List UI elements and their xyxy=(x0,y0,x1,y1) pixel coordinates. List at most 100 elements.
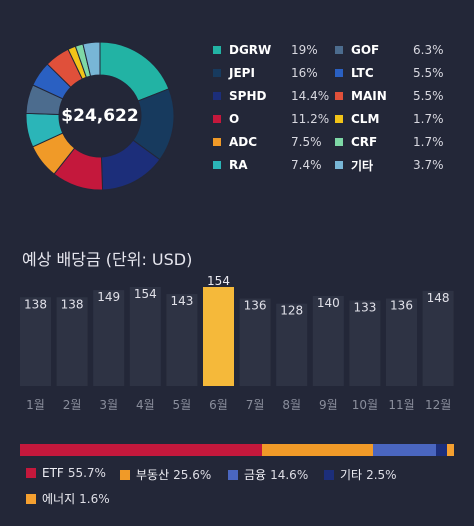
legend-item: CLM 1.7% xyxy=(335,111,444,127)
allocation-segment xyxy=(447,444,454,456)
allocation-name: 금융 xyxy=(244,468,267,482)
legend-percent: 14.4% xyxy=(291,89,330,103)
month-tick-label: 10월 xyxy=(352,398,378,412)
legend-percent: 5.5% xyxy=(413,66,444,80)
dividend-bar[interactable] xyxy=(93,290,125,386)
legend-item: LTC 5.5% xyxy=(335,65,444,81)
legend-ticker: LTC xyxy=(351,66,374,80)
allocation-percent: 25.6% xyxy=(173,467,212,482)
allocation-percent: 55.7% xyxy=(67,466,106,480)
allocation-swatch xyxy=(228,469,238,480)
legend-item: SPHD 14.4% xyxy=(213,88,329,104)
legend-swatch xyxy=(213,161,221,169)
legend-swatch xyxy=(335,138,343,146)
legend-swatch xyxy=(213,92,221,100)
legend-ticker: GOF xyxy=(351,43,380,57)
allocation-swatch xyxy=(26,493,36,504)
dividend-value-label: 154 xyxy=(134,287,157,301)
donut-svg xyxy=(25,41,175,191)
dividend-bar[interactable] xyxy=(386,298,417,386)
legend-percent: 1.7% xyxy=(413,135,444,149)
legend-item: 기타 3.7% xyxy=(335,157,444,173)
allocation-swatch xyxy=(120,469,130,480)
month-tick-label: 8월 xyxy=(282,398,301,412)
month-tick-label: 6월 xyxy=(209,398,228,412)
dividend-bar[interactable] xyxy=(166,294,198,386)
allocation-segment xyxy=(372,444,437,456)
legend-percent: 7.5% xyxy=(291,135,322,149)
legend-swatch xyxy=(335,46,343,54)
dividend-value-label: 154 xyxy=(207,274,230,288)
month-tick-label: 3월 xyxy=(99,398,118,412)
dividend-bar[interactable] xyxy=(203,287,234,386)
dividend-value-label: 148 xyxy=(427,291,450,305)
dividend-bar[interactable] xyxy=(129,287,161,386)
allocation-name: 에너지 xyxy=(42,492,76,506)
dividend-value-label: 143 xyxy=(170,294,193,308)
legend-percent: 6.3% xyxy=(413,43,444,57)
month-tick-label: 9월 xyxy=(319,398,338,412)
legend-percent: 11.2% xyxy=(291,112,330,126)
dividend-section-title: 예상 배당금 (단위: USD) xyxy=(22,250,193,269)
dividend-bar[interactable] xyxy=(56,297,88,386)
legend-item: RA 7.4% xyxy=(213,157,322,173)
legend-swatch xyxy=(213,138,221,146)
allocation-stacked-bar xyxy=(20,444,454,456)
allocation-name: ETF xyxy=(42,466,64,480)
month-tick-label: 7월 xyxy=(246,398,265,412)
allocation-segment xyxy=(436,444,448,456)
month-tick-label: 4월 xyxy=(136,398,155,412)
allocation-segment xyxy=(261,444,373,456)
legend-swatch xyxy=(335,115,343,123)
legend-percent: 7.4% xyxy=(291,158,322,172)
allocation-percent: 14.6% xyxy=(270,467,309,482)
monthly-dividend-chart: 138 1월 138 2월 149 3월 154 4월 143 5월 154 6월 136 7월 128 8월… xyxy=(20,274,454,412)
legend-ticker: CLM xyxy=(351,112,380,126)
legend-item: JEPI 16% xyxy=(213,65,318,81)
dividend-value-label: 138 xyxy=(61,297,84,311)
allocation-swatch xyxy=(324,469,334,480)
allocation-legend-item: 금융 14.6% xyxy=(228,466,308,483)
legend-item: CRF 1.7% xyxy=(335,134,444,150)
dividend-value-label: 136 xyxy=(390,299,413,313)
legend-swatch xyxy=(335,161,343,169)
allocation-name: 부동산 xyxy=(136,468,170,482)
legend-ticker: DGRW xyxy=(229,43,272,57)
dividend-bar[interactable] xyxy=(20,297,51,386)
legend-ticker: O xyxy=(229,112,240,126)
dividend-value-label: 133 xyxy=(353,301,376,315)
dividend-value-label: 140 xyxy=(317,296,340,310)
legend-ticker: MAIN xyxy=(351,89,387,103)
dividend-bar[interactable] xyxy=(276,303,308,386)
allocation-segment xyxy=(20,444,262,456)
legend-swatch xyxy=(213,46,221,54)
allocation-legend-item: 부동산 25.6% xyxy=(120,466,211,483)
dividend-value-label: 138 xyxy=(24,297,47,311)
legend-percent: 19% xyxy=(291,43,318,57)
dividend-bar[interactable] xyxy=(239,298,271,386)
donut-slice-11 xyxy=(82,41,101,77)
allocation-legend-item: 기타 2.5% xyxy=(324,466,397,483)
month-tick-label: 11월 xyxy=(388,398,414,412)
month-tick-label: 2월 xyxy=(63,398,82,412)
legend-ticker: JEPI xyxy=(229,66,255,80)
dividend-bar[interactable] xyxy=(312,296,344,386)
dividend-value-label: 149 xyxy=(97,290,120,304)
legend-item: O 11.2% xyxy=(213,111,329,127)
legend-swatch xyxy=(335,92,343,100)
dividend-value-label: 136 xyxy=(244,299,267,313)
portfolio-total: $24,622 xyxy=(61,106,139,126)
dividend-bar[interactable] xyxy=(349,300,381,387)
legend-swatch xyxy=(335,69,343,77)
dividend-bar[interactable] xyxy=(422,290,454,386)
legend-percent: 5.5% xyxy=(413,89,444,103)
dividend-value-label: 128 xyxy=(280,304,303,318)
legend-ticker: CRF xyxy=(351,135,378,149)
allocation-legend-item: 에너지 1.6% xyxy=(26,490,110,507)
legend-item: MAIN 5.5% xyxy=(335,88,444,104)
legend-ticker: ADC xyxy=(229,135,258,149)
legend-ticker: RA xyxy=(229,158,248,172)
legend-percent: 3.7% xyxy=(413,158,444,172)
legend-item: ADC 7.5% xyxy=(213,134,322,150)
allocation-swatch xyxy=(26,468,36,478)
